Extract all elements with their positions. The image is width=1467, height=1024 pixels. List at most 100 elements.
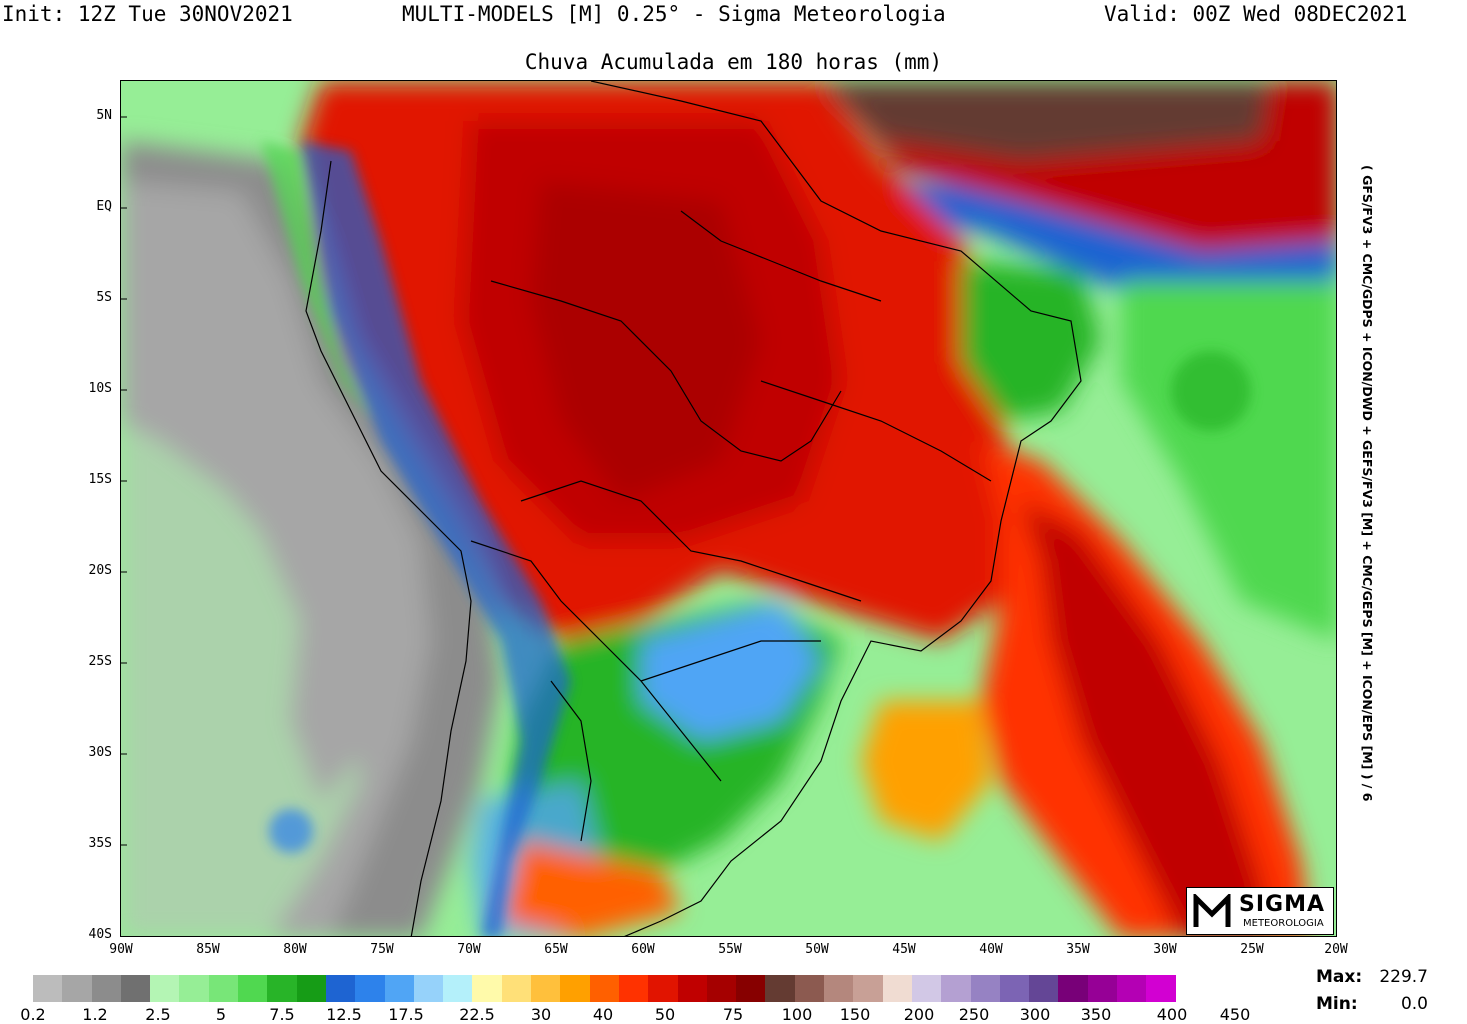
lon-label-65w: 65W <box>544 942 568 957</box>
colorbar-swatch <box>794 975 825 1002</box>
lon-label-45w: 45W <box>892 942 916 957</box>
lon-label-50w: 50W <box>805 942 829 957</box>
colorbar-swatch <box>267 975 297 1002</box>
init-time-label: Init: 12Z Tue 30NOV2021 <box>2 2 293 26</box>
lon-label-80w: 80W <box>283 942 307 957</box>
colorbar-swatch <box>443 975 473 1002</box>
colorbar-swatch <box>472 975 502 1002</box>
max-label: Max: <box>1316 966 1363 987</box>
lat-label-eq: EQ <box>96 199 112 214</box>
colorbar-label: 0.2 <box>20 1005 46 1024</box>
colorbar-swatch <box>560 975 590 1002</box>
colorbar-label: 450 <box>1219 1005 1251 1024</box>
lat-label-30s: 30S <box>88 745 112 760</box>
ensemble-description-text: ( GFS/FV3 + CMC/GDPS + ICON/DWD + GEFS/F… <box>1360 165 1375 802</box>
colorbar-label: 75 <box>722 1005 744 1024</box>
colorbar-swatch <box>882 975 912 1002</box>
colorbar-swatch <box>941 975 971 1002</box>
colorbar-label: 150 <box>839 1005 871 1024</box>
lon-label-55w: 55W <box>718 942 742 957</box>
colorbar-label: 17.5 <box>388 1005 424 1024</box>
colorbar-swatch <box>501 975 532 1002</box>
colorbar-swatch <box>648 975 678 1002</box>
lon-label-75w: 75W <box>370 942 394 957</box>
map-subtitle: Chuva Acumulada em 180 horas (mm) <box>524 50 943 74</box>
colorbar-swatch <box>736 975 766 1002</box>
min-value: 0.0 <box>1400 993 1428 1014</box>
lat-label-20s: 20S <box>88 563 112 578</box>
colorbar-swatch <box>384 975 414 1002</box>
precipitation-colorbar <box>33 975 1176 1002</box>
lat-label-5n: 5N <box>96 108 112 123</box>
colorbar-label: 50 <box>654 1005 676 1024</box>
colorbar-swatch <box>1116 975 1147 1002</box>
colorbar-swatch <box>179 975 209 1002</box>
valid-time-label: Valid: 00Z Wed 08DEC2021 <box>1104 2 1408 26</box>
colorbar-label: 300 <box>1019 1005 1051 1024</box>
stats-box: Max: 229.7 Min: 0.0 <box>1316 963 1428 1017</box>
colorbar-swatch <box>62 975 92 1002</box>
logo-title: SIGMA <box>1239 892 1326 917</box>
logo-subtitle: METEOROLOGIA <box>1243 918 1324 929</box>
colorbar-swatch <box>1087 975 1117 1002</box>
min-row: Min: 0.0 <box>1316 990 1428 1017</box>
colorbar-swatch <box>999 975 1030 1002</box>
colorbar-swatch <box>706 975 737 1002</box>
colorbar-swatch <box>355 975 385 1002</box>
colorbar-label: 350 <box>1080 1005 1112 1024</box>
lat-label-5s: 5S <box>96 290 112 305</box>
colorbar-swatch <box>120 975 151 1002</box>
ensemble-description: ( GFS/FV3 + CMC/GDPS + ICON/DWD + GEFS/F… <box>1357 165 1377 865</box>
colorbar-label: 22.5 <box>459 1005 495 1024</box>
colorbar-swatch <box>1058 975 1088 1002</box>
colorbar-swatch <box>970 975 1000 1002</box>
lon-label-60w: 60W <box>631 942 655 957</box>
colorbar-swatch <box>208 975 239 1002</box>
precipitation-map[interactable] <box>120 80 1337 937</box>
lon-label-90w: 90W <box>109 942 133 957</box>
colorbar-label: 5 <box>215 1005 227 1024</box>
colorbar-label: 100 <box>781 1005 813 1024</box>
lat-label-40s: 40S <box>88 927 112 942</box>
colorbar-swatch <box>1029 975 1059 1002</box>
lat-label-35s: 35S <box>88 836 112 851</box>
colorbar-swatch <box>618 975 649 1002</box>
colorbar-swatch <box>296 975 326 1002</box>
max-row: Max: 229.7 <box>1316 963 1428 990</box>
colorbar-label: 12.5 <box>326 1005 362 1024</box>
colorbar-swatch <box>413 975 444 1002</box>
colorbar-swatch <box>1146 975 1176 1002</box>
colorbar-swatch <box>765 975 795 1002</box>
lon-label-35w: 35W <box>1066 942 1090 957</box>
lon-label-20w: 20W <box>1324 942 1348 957</box>
min-label: Min: <box>1316 993 1358 1014</box>
colorbar-label: 2.5 <box>145 1005 171 1024</box>
colorbar-swatch <box>150 975 180 1002</box>
lon-label-40w: 40W <box>979 942 1003 957</box>
colorbar-swatch <box>531 975 561 1002</box>
colorbar-label: 400 <box>1156 1005 1188 1024</box>
colorbar-swatch <box>589 975 619 1002</box>
lon-label-25w: 25W <box>1240 942 1264 957</box>
colorbar-label: 7.5 <box>269 1005 295 1024</box>
colorbar-label: 200 <box>903 1005 935 1024</box>
sigma-logo-icon <box>1193 894 1231 927</box>
colorbar-swatch <box>238 975 268 1002</box>
sigma-logo: SIGMA METEOROLOGIA <box>1186 887 1334 935</box>
lon-label-85w: 85W <box>196 942 220 957</box>
colorbar-swatch <box>853 975 883 1002</box>
max-value: 229.7 <box>1379 966 1428 987</box>
lat-label-25s: 25S <box>88 654 112 669</box>
colorbar-swatch <box>325 975 356 1002</box>
model-title: MULTI-MODELS [M] 0.25° - Sigma Meteorolo… <box>402 2 946 26</box>
colorbar-swatch <box>91 975 121 1002</box>
lat-label-10s: 10S <box>88 381 112 396</box>
lat-label-15s: 15S <box>88 472 112 487</box>
colorbar-swatch <box>33 975 63 1002</box>
lon-label-30w: 30W <box>1153 942 1177 957</box>
colorbar-swatch <box>824 975 854 1002</box>
colorbar-swatch <box>677 975 707 1002</box>
lon-label-70w: 70W <box>457 942 481 957</box>
colorbar-swatch <box>911 975 942 1002</box>
colorbar-label: 1.2 <box>82 1005 108 1024</box>
